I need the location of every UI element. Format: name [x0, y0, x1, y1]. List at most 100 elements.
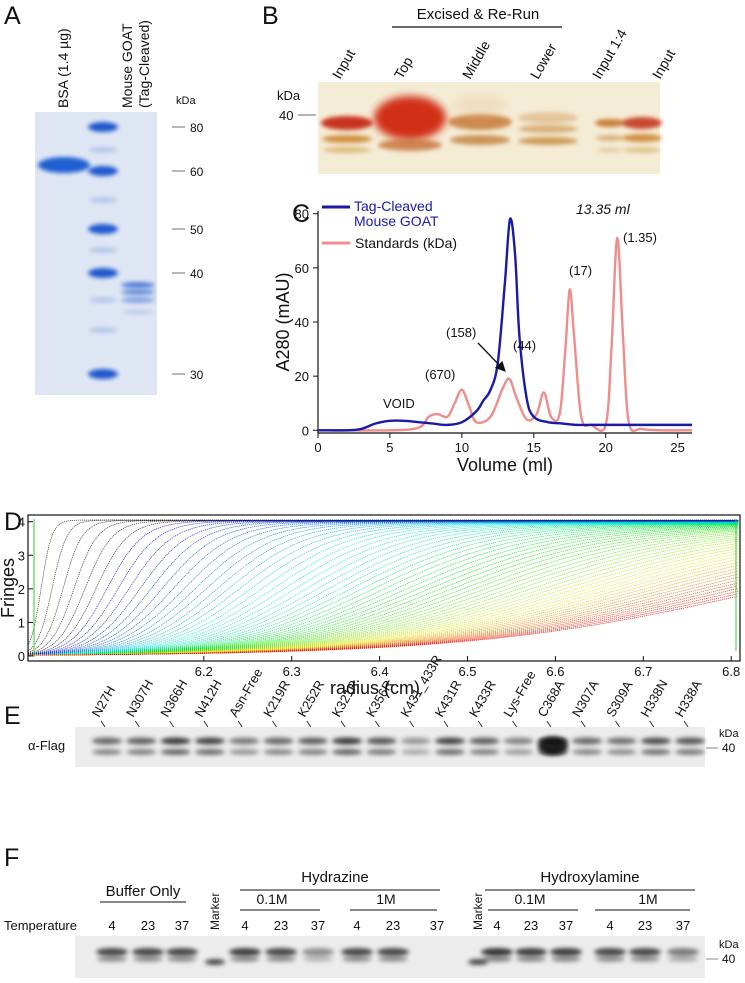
subgroup-header: 1M — [376, 891, 395, 907]
gel-band — [469, 749, 500, 755]
gel-band — [668, 956, 698, 962]
gel-band — [167, 956, 197, 962]
lane-label: K433R — [466, 678, 499, 720]
gel-band — [122, 310, 154, 314]
annotation: 13.35 ml — [576, 201, 631, 217]
gel-band — [229, 749, 260, 755]
lane-label: N307H — [123, 677, 156, 720]
y-tick-label: 0 — [302, 423, 309, 438]
lane-label: K219R — [260, 678, 293, 720]
y-tick-label: 20 — [295, 369, 309, 384]
gel-band — [166, 948, 198, 956]
x-tick-label: 10 — [455, 440, 469, 455]
subgroup-header: 0.1M — [514, 891, 545, 907]
lane-label: S309A — [603, 678, 636, 720]
scan-trace — [27, 522, 739, 656]
lane-label: Lower — [527, 40, 560, 81]
gel-band — [450, 135, 510, 145]
gel-band — [194, 737, 225, 745]
x-tick-label: 25 — [670, 440, 684, 455]
annotation: (1.35) — [623, 230, 657, 245]
lane-tick — [272, 720, 277, 728]
gel-band — [448, 114, 512, 130]
group-header: Excised & Re-Run — [417, 6, 540, 23]
scan-trace — [27, 521, 739, 656]
gel-band — [38, 157, 90, 173]
scan-trace — [27, 520, 739, 656]
temperature-label: 23 — [274, 918, 288, 933]
scan-trace — [28, 532, 739, 656]
x-tick-label: 6.4 — [371, 664, 389, 679]
temperature-label: 23 — [638, 918, 652, 933]
x-tick-label: 5 — [386, 440, 393, 455]
gel-band — [622, 134, 662, 142]
lane-label: Marker — [471, 893, 485, 930]
scan-trace — [28, 530, 739, 656]
lane-label: N412H — [192, 677, 225, 720]
x-tick-label: 6.3 — [283, 664, 301, 679]
x-tick-label: 0 — [314, 440, 321, 455]
gel-band — [400, 749, 431, 755]
lane-label: H338A — [672, 677, 705, 719]
annotation: VOID — [383, 396, 415, 411]
gel-band — [194, 749, 225, 755]
gel-band — [594, 948, 626, 956]
gel-band — [606, 749, 637, 755]
gel-a — [35, 112, 157, 395]
lane-tick — [649, 720, 655, 728]
panel-letter: D — [4, 508, 22, 536]
group-header: Hydroxylamine — [540, 869, 639, 886]
temperature-label: 4 — [241, 918, 248, 933]
scan-trace — [28, 522, 739, 656]
x-axis-label: Volume (ml) — [457, 455, 553, 475]
gel-band — [667, 948, 699, 956]
gel-band — [630, 956, 660, 962]
scan-trace — [28, 576, 739, 656]
gel-band — [537, 737, 568, 755]
y-tick-label: 40 — [295, 315, 309, 330]
lane-label: BSA (1.4 µg) — [55, 28, 71, 108]
scan-trace — [27, 521, 739, 656]
temperature-label: 23 — [141, 918, 155, 933]
gel-band — [515, 948, 547, 956]
marker-label: 30 — [190, 368, 204, 382]
panel-letter: E — [4, 702, 21, 730]
lane-label: Input — [329, 46, 358, 81]
temperature-label: 4 — [493, 918, 500, 933]
lane-tick — [443, 720, 449, 728]
marker-unit: kDa — [719, 728, 739, 740]
gel-band — [160, 737, 191, 745]
temperature-label: 4 — [606, 918, 613, 933]
marker-label: 60 — [190, 165, 204, 179]
gel-band — [606, 737, 637, 745]
y-tick-label: 60 — [295, 261, 309, 276]
subgroup-header: 0.1M — [256, 891, 287, 907]
gel-band — [452, 95, 508, 115]
gel-band — [341, 948, 373, 956]
gel-band — [88, 122, 118, 132]
lane-tick — [512, 720, 517, 728]
gel-band — [266, 956, 296, 962]
gel-band — [366, 749, 397, 755]
gel-band — [88, 166, 118, 176]
lane-label: N307A — [569, 677, 602, 719]
gel-band — [623, 147, 661, 153]
scan-trace — [27, 520, 739, 655]
lane-label: Middle — [459, 38, 494, 82]
y-tick-label: 80 — [295, 207, 309, 222]
gel-band — [377, 948, 409, 956]
gel-band — [205, 959, 225, 965]
annotation: (670) — [425, 367, 455, 382]
gel-band — [121, 282, 155, 288]
scan-traces — [27, 519, 739, 656]
x-tick-label: 20 — [598, 440, 612, 455]
gel-band — [482, 956, 512, 962]
gel-band — [622, 117, 662, 129]
scan-trace — [27, 522, 739, 656]
scan-trace — [27, 522, 739, 656]
temperature-label: 23 — [524, 918, 538, 933]
gel-band — [297, 749, 328, 755]
temperature-label: 37 — [175, 918, 189, 933]
